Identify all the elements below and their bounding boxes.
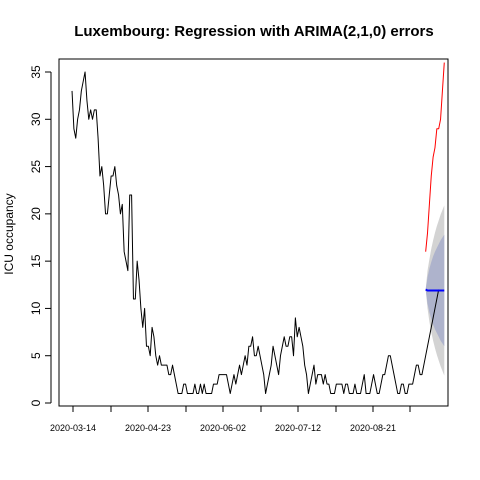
y-tick-label: 5 [29,352,43,359]
series-line-point-forecast [425,288,445,292]
x-tick-label: 2020-07-12 [275,423,321,433]
x-tick-label: 2020-08-21 [350,423,396,433]
x-axis: 2020-03-14 2020-04-23 2020-06-02 2020-07-12… [50,405,411,433]
y-axis-label: ICU occupancy [2,193,16,274]
y-tick-label: 10 [29,301,43,315]
series-line-actual-after-forecast [425,62,445,252]
series-lines [71,62,445,395]
y-tick-label: 20 [29,207,43,221]
chart-title: Luxembourg: Regression with ARIMA(2,1,0)… [74,23,434,40]
series-line-observed [71,71,440,395]
y-axis: 0 5 10 15 20 25 30 35 [29,65,52,406]
x-tick-label: 2020-04-23 [125,423,171,433]
y-tick-label: 35 [29,65,43,79]
x-tick-label: 2020-06-02 [200,423,246,433]
x-tick-label: 2020-03-14 [50,423,96,433]
y-tick-label: 15 [29,254,43,268]
y-tick-label: 30 [29,112,43,126]
y-tick-label: 0 [29,399,43,406]
y-tick-label: 25 [29,160,43,174]
